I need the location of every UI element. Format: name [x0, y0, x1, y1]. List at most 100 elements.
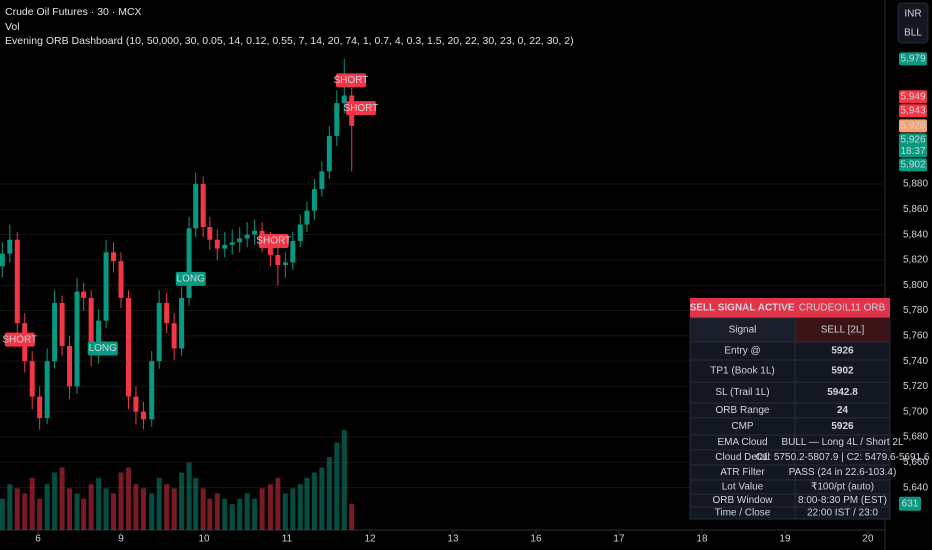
dashboard-value: 5926: [831, 346, 854, 357]
volume-bar: [193, 477, 199, 530]
candle-body: [88, 297, 94, 355]
price-tag: [899, 90, 927, 104]
candle-body: [7, 239, 13, 254]
dashboard-label: ORB Range: [716, 405, 770, 416]
price-tag-label: 5,979: [900, 53, 925, 64]
volume-bar: [149, 493, 155, 530]
candle-body: [133, 396, 139, 412]
volume-bar: [0, 498, 5, 530]
candle-body: [59, 302, 65, 346]
volume-bar: [7, 484, 13, 530]
volume-tag-label: 631: [902, 498, 919, 509]
candle-body: [171, 323, 177, 349]
volume-bar: [237, 498, 243, 530]
dashboard-value: 5942.8: [827, 387, 858, 398]
dashboard-value: 5902: [831, 366, 854, 377]
candle-body: [74, 291, 80, 387]
volume-label: Vol: [5, 21, 20, 33]
y-tick-label: 5,660: [903, 457, 928, 468]
dashboard-header-bg: [690, 298, 890, 318]
dashboard-label: ATR Filter: [720, 467, 765, 478]
volume-bar: [214, 493, 220, 530]
volume-bar: [59, 467, 65, 530]
signal-label: [258, 233, 289, 248]
candle-body: [37, 396, 43, 419]
candle-body: [282, 262, 288, 265]
signal-text: SHORT: [343, 103, 378, 114]
signal-cell: [795, 318, 890, 342]
price-tag: [899, 133, 927, 158]
volume-bar: [229, 504, 235, 530]
dashboard-label: CMP: [731, 421, 754, 432]
volume-bar: [74, 493, 80, 530]
x-tick-label: 20: [862, 534, 874, 545]
dashboard-value: ₹100/pt (auto): [811, 482, 874, 493]
signal-text: SHORT: [2, 334, 37, 345]
y-tick-label: 5,760: [903, 330, 928, 341]
volume-bar: [22, 493, 28, 530]
x-tick-label: 11: [282, 534, 293, 545]
volume-bar: [186, 462, 192, 530]
dashboard-label: Signal: [729, 325, 757, 336]
x-tick-label: 10: [198, 534, 210, 545]
y-tick-label: 5,800: [903, 280, 928, 291]
y-tick-label: 5,840: [903, 229, 928, 240]
volume-bar: [319, 467, 325, 530]
price-tag-label: 5,949: [900, 91, 925, 102]
dashboard-row: [689, 341, 891, 361]
volume-bar: [37, 498, 43, 530]
volume-bar: [275, 477, 281, 530]
candle-body: [290, 240, 296, 263]
volume-bar: [304, 477, 310, 530]
price-tag-countdown: 18:37: [900, 146, 925, 157]
volume-tag: [899, 496, 921, 511]
candle-body: [304, 210, 310, 225]
candle-body: [103, 252, 109, 321]
dashboard-label: SL (Trail 1L): [715, 387, 769, 398]
y-tick-label: 5,780: [903, 305, 928, 316]
volume-bar: [14, 488, 20, 530]
price-tag-label: 5,926: [900, 134, 925, 145]
dashboard-value: PASS (24 in 22.6-103.4): [789, 467, 897, 478]
candle-body: [207, 227, 213, 240]
dashboard-subtitle: CRUDEOIL11 ORB: [799, 303, 886, 314]
dashboard-value: 24: [837, 405, 849, 416]
candle-body: [111, 252, 117, 262]
dashboard-label: Lot Value: [722, 482, 764, 493]
volume-bar: [282, 493, 288, 530]
candle-body: [229, 242, 235, 245]
candle-body: [52, 302, 58, 362]
dashboard-row: [689, 417, 891, 436]
price-tag-label: 5,926: [900, 120, 925, 131]
currency-button[interactable]: INR: [904, 9, 921, 20]
candle-body: [319, 171, 325, 190]
candle-body: [200, 184, 206, 228]
candle-body: [164, 302, 170, 324]
dashboard-label: Entry @: [724, 346, 760, 357]
candle-body: [179, 297, 185, 349]
candle-body: [67, 345, 73, 387]
y-tick-label: 5,740: [903, 356, 928, 367]
volume-bar: [156, 477, 162, 530]
volume-bar: [88, 484, 94, 530]
dashboard-label: EMA Cloud: [717, 437, 767, 448]
volume-bar: [259, 488, 265, 530]
signal-text: LONG: [177, 274, 206, 285]
candle-body: [275, 254, 281, 265]
x-tick-label: 6: [35, 534, 41, 545]
candle-body: [297, 224, 303, 241]
candle-body: [252, 230, 258, 235]
dashboard-label: TP1 (Book 1L): [710, 366, 774, 377]
candle-body: [149, 361, 155, 420]
signal-label: [345, 101, 376, 116]
candle-body: [341, 95, 347, 104]
x-tick-label: 16: [530, 534, 542, 545]
candle-body: [222, 244, 228, 249]
volume-bar: [140, 488, 146, 530]
dashboard-value: 5926: [831, 421, 854, 432]
volume-bar: [244, 493, 250, 530]
volume-bar: [118, 472, 124, 530]
unit-button[interactable]: BLL: [904, 28, 922, 39]
volume-bar: [44, 484, 50, 530]
